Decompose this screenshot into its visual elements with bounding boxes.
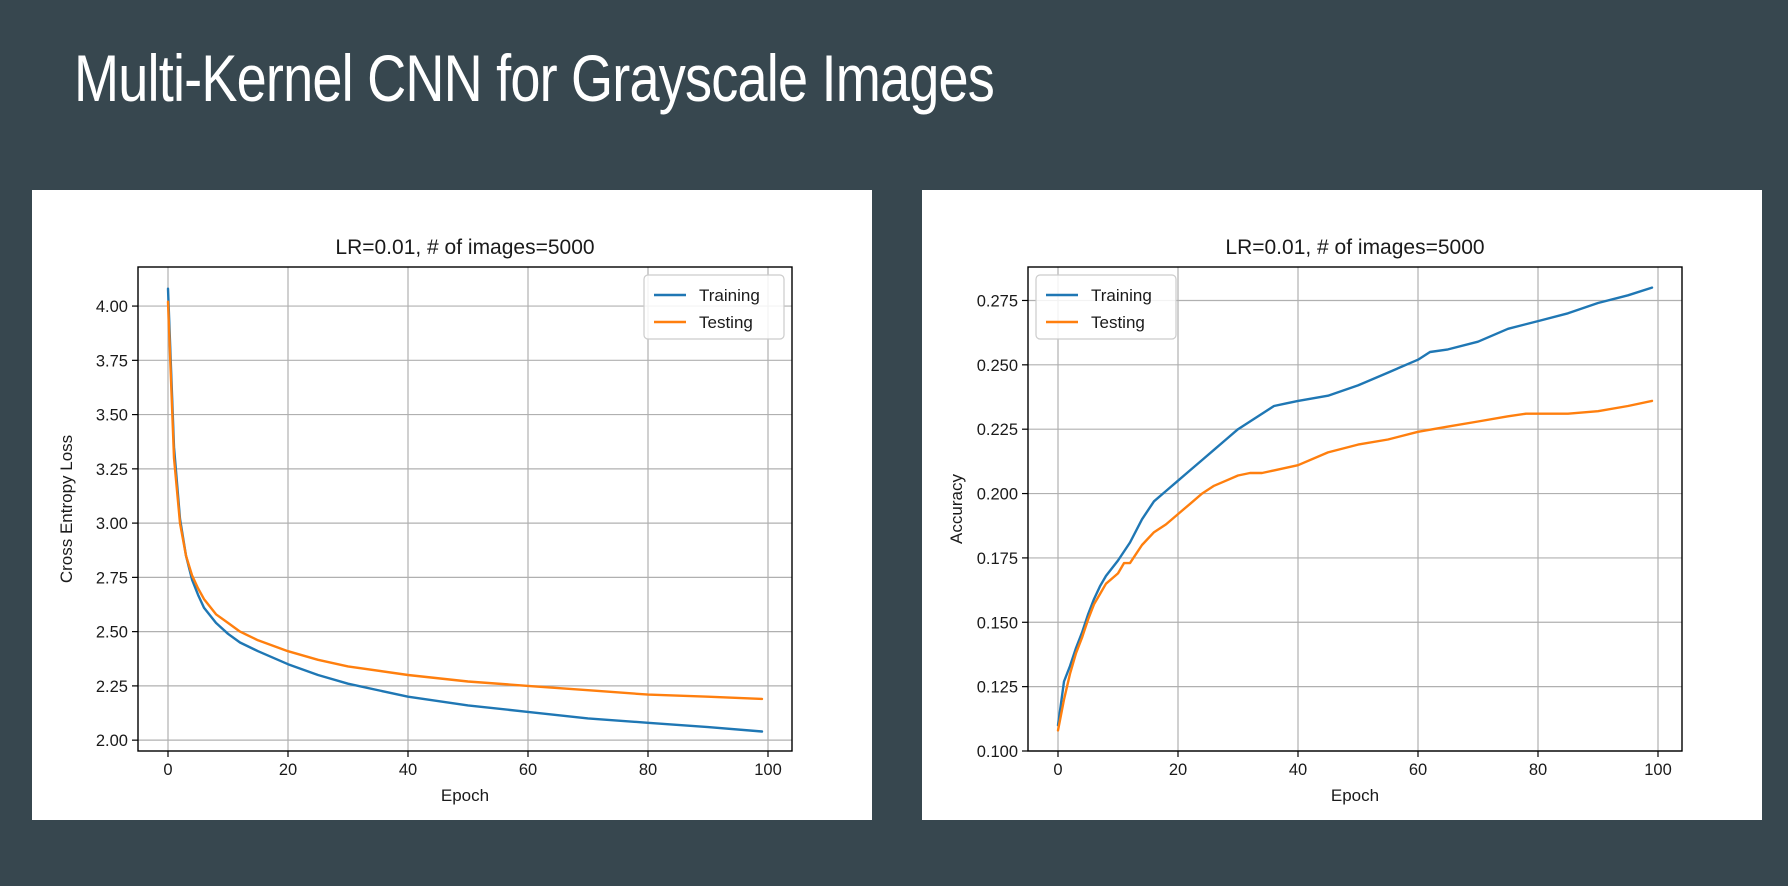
- loss-y-tick-label: 3.00: [96, 515, 128, 533]
- loss-x-tick-label: 20: [279, 761, 297, 779]
- accuracy-series-testing-line: [1056, 399, 1654, 732]
- loss-x-axis-label: Epoch: [441, 786, 489, 805]
- loss-series-testing-line: [166, 300, 764, 701]
- accuracy-y-tick-label: 0.125: [977, 679, 1018, 697]
- loss-x-tick-label: 100: [754, 761, 782, 779]
- loss-y-axis-label: Cross Entropy Loss: [57, 435, 76, 583]
- loss-plot-frame: [137, 266, 793, 752]
- loss-y-tick-label: 4.00: [96, 298, 128, 316]
- accuracy-x-tick-label: 80: [1529, 761, 1547, 779]
- loss-x-tick-label: 60: [519, 761, 537, 779]
- loss-x-tick-label: 0: [163, 761, 172, 779]
- accuracy-x-tick-label: 0: [1053, 761, 1062, 779]
- accuracy-x-axis-label: Epoch: [1331, 786, 1379, 805]
- accuracy-y-axis-label: Accuracy: [947, 474, 966, 544]
- accuracy-chart-title: LR=0.01, # of images=5000: [1225, 236, 1484, 259]
- loss-y-tick-label: 3.50: [96, 407, 128, 425]
- loss-y-tick-label: 2.75: [96, 569, 128, 587]
- loss-legend-label-training: Training: [699, 286, 760, 305]
- accuracy-legend-label-training: Training: [1091, 286, 1152, 305]
- loss-legend: Training Testing: [643, 274, 785, 340]
- slide-title: Multi-Kernel CNN for Grayscale Images: [74, 41, 995, 115]
- loss-y-tick-label: 3.75: [96, 352, 128, 370]
- loss-chart-panel: LR=0.01, # of images=5000 0 20 40 60 80 100 2.0…: [32, 190, 872, 820]
- loss-y-tick-label: 2.50: [96, 624, 128, 642]
- accuracy-x-tick-label: 60: [1409, 761, 1427, 779]
- accuracy-legend-label-testing: Testing: [1091, 313, 1145, 332]
- accuracy-x-tick-label: 40: [1289, 761, 1307, 779]
- accuracy-plot-frame: [1027, 266, 1683, 752]
- loss-series-training-line: [166, 287, 764, 733]
- loss-y-tick-label: 2.00: [96, 732, 128, 750]
- loss-chart: LR=0.01, # of images=5000 0 20 40 60 80 100 2.0…: [57, 236, 793, 805]
- accuracy-y-tick-label: 0.225: [977, 421, 1018, 439]
- accuracy-series-training-line: [1056, 286, 1654, 727]
- accuracy-chart: LR=0.01, # of images=5000 0 20 40 60 80 100 0.1…: [947, 236, 1683, 805]
- loss-legend-label-testing: Testing: [699, 313, 753, 332]
- accuracy-y-tick-label: 0.275: [977, 292, 1018, 310]
- accuracy-y-tick-label: 0.250: [977, 357, 1018, 375]
- loss-y-tick-label: 3.25: [96, 461, 128, 479]
- accuracy-x-tick-label: 20: [1169, 761, 1187, 779]
- accuracy-y-tick-label: 0.175: [977, 550, 1018, 568]
- loss-x-tick-label: 80: [639, 761, 657, 779]
- accuracy-legend: Training Testing: [1035, 274, 1177, 340]
- accuracy-y-tick-label: 0.200: [977, 486, 1018, 504]
- accuracy-y-tick-label: 0.150: [977, 614, 1018, 632]
- accuracy-chart-panel: LR=0.01, # of images=5000 0 20 40 60 80 100 0.1…: [922, 190, 1762, 820]
- loss-y-tick-label: 2.25: [96, 678, 128, 696]
- loss-chart-title: LR=0.01, # of images=5000: [335, 236, 594, 259]
- accuracy-x-tick-label: 100: [1644, 761, 1672, 779]
- accuracy-y-tick-label: 0.100: [977, 743, 1018, 761]
- loss-x-tick-label: 40: [399, 761, 417, 779]
